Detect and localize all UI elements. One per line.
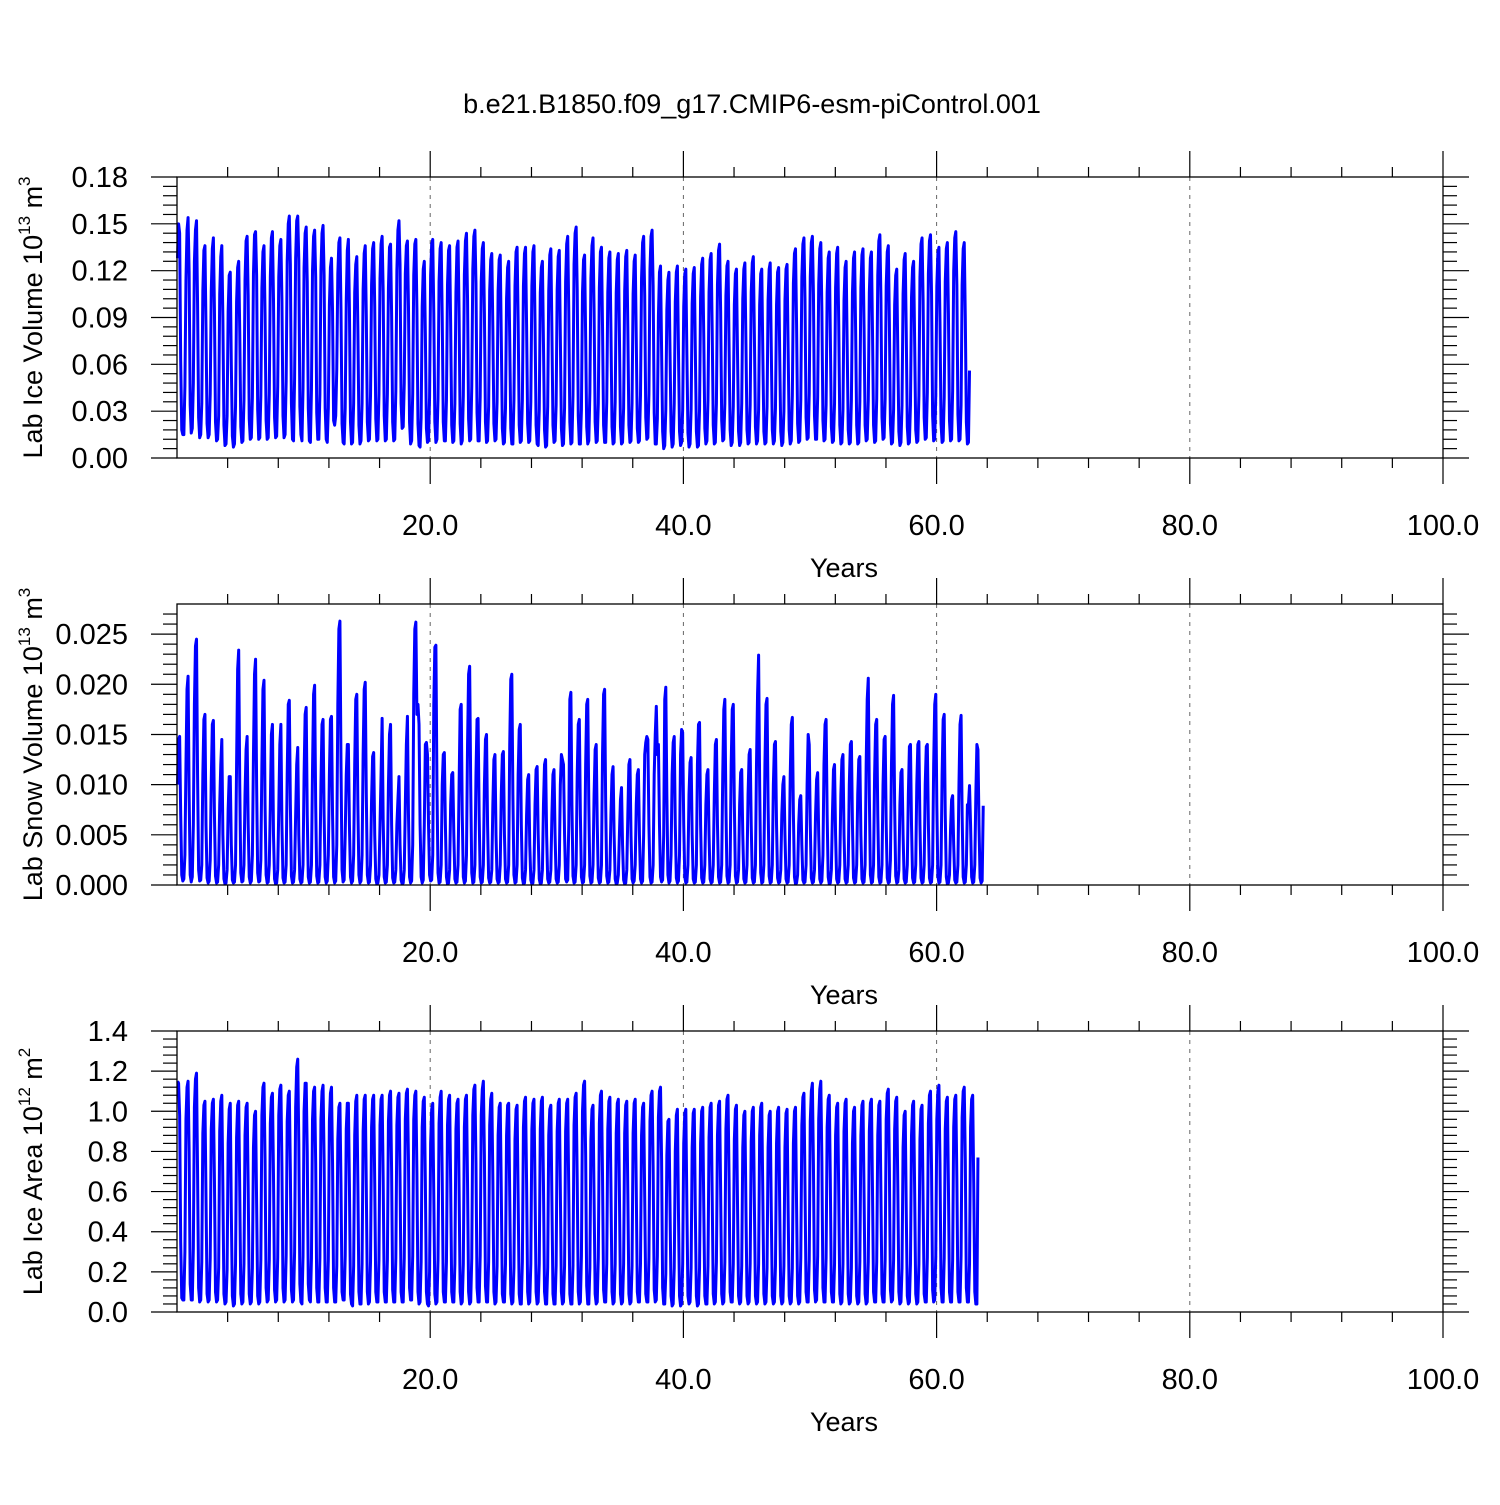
panel-ice-area: 20.0 40.0 60.0 80.0 100.0 0.0 0.2 0.4 0.6 0.8 1.0 1…: [15, 1005, 1479, 1437]
chart-2-y-tick-label: 0.0: [88, 1297, 128, 1329]
chart-1-series-line-0: [176, 619, 985, 886]
chart-1-y-tick-label: 0.000: [55, 870, 128, 902]
panel-ice-volume: 20.0 40.0 60.0 80.0 100.0 0.00 0.03 0.06 0.09 0.1…: [15, 151, 1479, 583]
chart-0-x-tick-label: 100.0: [1407, 510, 1480, 542]
chart-1-x-tick-label: 60.0: [908, 937, 964, 969]
chart-0-x-axis-title: Years: [810, 553, 878, 583]
chart-2-x-tick-label: 60.0: [908, 1364, 964, 1396]
chart-1-y-tick-label: 0.015: [55, 719, 128, 751]
chart-1-x-tick-label: 40.0: [655, 937, 711, 969]
chart-0-x-tick-label: 20.0: [402, 510, 458, 542]
chart-0-x-tick-label: 80.0: [1162, 510, 1218, 542]
chart-1-y-tick-label: 0.005: [55, 820, 128, 852]
chart-1-x-tick-label: 100.0: [1407, 937, 1480, 969]
chart-2-y-tick-label: 1.2: [88, 1056, 128, 1088]
chart-1-y-tick-label: 0.025: [55, 619, 128, 651]
chart-1-y-tick-label: 0.010: [55, 770, 128, 802]
chart-2-y-axis-title: Lab Ice Area 1012 m2: [15, 1048, 48, 1296]
chart-0-y-tick-label: 0.15: [72, 209, 128, 241]
chart-1-y-tick-label: 0.020: [55, 669, 128, 701]
chart-0-y-tick-label: 0.00: [72, 443, 128, 475]
chart-2-x-tick-label: 100.0: [1407, 1364, 1480, 1396]
chart-0-y-tick-label: 0.03: [72, 396, 128, 428]
chart-2-frame: [176, 1030, 1444, 1313]
chart-2-x-tick-label: 20.0: [402, 1364, 458, 1396]
chart-2-y-tick-label: 1.4: [88, 1016, 128, 1048]
chart-2-y-tick-label: 0.4: [88, 1217, 128, 1249]
chart-1-y-axis-title: Lab Snow Volume 1013 m3: [15, 588, 48, 902]
chart-0-y-tick-label: 0.06: [72, 349, 128, 381]
chart-1-x-axis-title: Years: [810, 980, 878, 1010]
chart-2-y-tick-label: 1.0: [88, 1096, 128, 1128]
chart-2-y-tick-label: 0.8: [88, 1136, 128, 1168]
chart-0-x-tick-label: 60.0: [908, 510, 964, 542]
chart-0-y-axis-title: Lab Ice Volume 1013 m3: [15, 176, 48, 458]
panel-snow-volume: 20.0 40.0 60.0 80.0 100.0 0.000 0.005 0.010 0.01…: [15, 578, 1479, 1010]
chart-0-series-line-0: [176, 214, 972, 451]
chart-0-x-tick-label: 40.0: [655, 510, 711, 542]
chart-2-x-tick-label: 80.0: [1162, 1364, 1218, 1396]
chart-2-series-line-0: [176, 1057, 980, 1308]
chart-0-y-tick-label: 0.12: [72, 256, 128, 288]
chart-0-y-tick-label: 0.18: [72, 162, 128, 194]
chart-2-x-axis-title: Years: [810, 1407, 878, 1437]
chart-1-x-tick-label: 20.0: [402, 937, 458, 969]
chart-2-y-tick-label: 0.2: [88, 1257, 128, 1289]
chart-0-y-tick-label: 0.09: [72, 303, 128, 335]
chart-2-y-tick-label: 0.6: [88, 1177, 128, 1209]
figure-title: b.e21.B1850.f09_g17.CMIP6-esm-piControl.…: [463, 89, 1041, 119]
chart-2-x-tick-label: 40.0: [655, 1364, 711, 1396]
chart-1-x-tick-label: 80.0: [1162, 937, 1218, 969]
